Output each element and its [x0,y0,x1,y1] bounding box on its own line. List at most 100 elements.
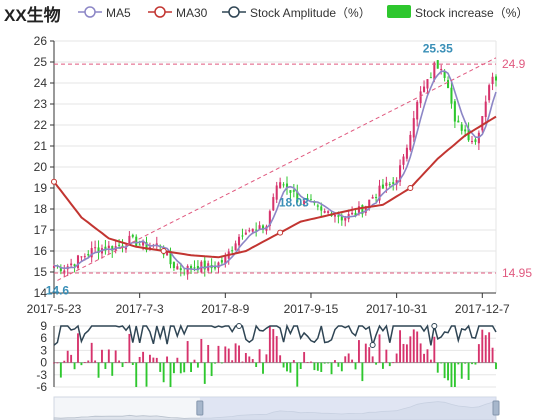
candle-body[interactable] [395,180,398,185]
candle-body[interactable] [399,165,402,182]
candle-body[interactable] [172,262,175,268]
candle-body[interactable] [436,60,439,69]
increase-bar[interactable] [481,329,484,363]
candle-body[interactable] [484,101,487,117]
increase-bar[interactable] [327,362,330,364]
increase-bar[interactable] [279,355,282,363]
increase-bar[interactable] [354,362,357,370]
candle-body[interactable] [124,246,127,250]
increase-bar[interactable] [385,349,388,363]
increase-bar[interactable] [419,343,422,363]
candle-body[interactable] [166,252,169,256]
increase-bar[interactable] [405,344,408,363]
candle-body[interactable] [138,244,141,246]
increase-bar[interactable] [125,361,127,363]
candle-body[interactable] [388,184,391,186]
candle-body[interactable] [309,199,313,201]
increase-bar[interactable] [268,326,271,363]
candle-body[interactable] [255,229,258,231]
increase-bar[interactable] [443,362,446,379]
candle-body[interactable] [179,268,182,271]
increase-bar[interactable] [248,356,251,363]
candle-body[interactable] [470,140,474,142]
legend-item[interactable]: Stock Amplitude（%） [222,6,371,20]
candle-body[interactable] [142,240,145,246]
candle-body[interactable] [381,184,384,189]
increase-bar[interactable] [450,362,453,387]
candle-body[interactable] [405,147,408,159]
increase-bar[interactable] [190,362,192,372]
increase-bar[interactable] [66,350,69,363]
increase-bar[interactable] [176,357,179,363]
increase-bar[interactable] [484,335,487,363]
increase-bar[interactable] [464,362,467,364]
candle-body[interactable] [289,190,292,193]
candle-body[interactable] [320,206,323,211]
candle-body[interactable] [145,242,148,251]
increase-bar[interactable] [423,353,425,363]
increase-bar[interactable] [262,362,264,374]
candle-body[interactable] [186,265,189,275]
increase-bar[interactable] [399,330,402,363]
candle-body[interactable] [231,250,234,252]
increase-bar[interactable] [272,329,275,363]
increase-bar[interactable] [118,360,121,363]
candle-body[interactable] [303,200,306,205]
increase-bar[interactable] [368,347,371,363]
increase-bar[interactable] [159,362,162,372]
candle-body[interactable] [176,266,179,270]
increase-bar[interactable] [131,362,134,365]
increase-bar[interactable] [395,353,398,363]
candle-body[interactable] [131,234,134,237]
candle-body[interactable] [217,262,220,269]
increase-bar[interactable] [453,362,456,387]
increase-bar[interactable] [231,360,234,363]
candle-body[interactable] [333,215,336,217]
increase-bar[interactable] [138,356,141,363]
increase-bar[interactable] [409,336,412,363]
increase-bar[interactable] [392,362,395,364]
candle-body[interactable] [450,87,453,104]
increase-bar[interactable] [316,362,319,371]
increase-bar[interactable] [310,361,312,363]
increase-bar[interactable] [251,359,254,363]
candle-body[interactable] [268,211,271,227]
legend[interactable]: MA5 MA30 Stock Amplitude（%） Stock increase（… [78,5,528,20]
increase-bar[interactable] [80,362,83,366]
increase-bar[interactable] [429,359,432,363]
increase-bar[interactable] [347,353,350,363]
candle-body[interactable] [275,185,278,200]
candle-body[interactable] [385,182,388,187]
increase-bar[interactable] [289,362,292,373]
increase-bar[interactable] [440,362,443,364]
candle-body[interactable] [251,228,254,232]
candle-body[interactable] [196,265,199,271]
candle-body[interactable] [241,235,244,237]
candle-body[interactable] [214,266,217,269]
increase-bar[interactable] [495,362,497,370]
increase-bar[interactable] [101,349,103,363]
increase-bar[interactable] [402,343,405,363]
legend-item[interactable]: MA5 [78,6,131,20]
increase-bar[interactable] [286,362,288,372]
increase-bar[interactable] [244,353,247,363]
candle-body[interactable] [292,190,295,192]
increase-bar[interactable] [214,362,216,364]
increase-bar[interactable] [111,362,114,376]
candle-body[interactable] [474,139,477,142]
increase-bar[interactable] [426,349,429,363]
candle-body[interactable] [285,183,289,189]
increase-bar[interactable] [148,354,151,363]
increase-bar[interactable] [457,362,460,365]
increase-bar[interactable] [275,336,278,363]
candle-body[interactable] [426,79,429,89]
candlestick-series[interactable] [52,60,498,280]
candle-body[interactable] [371,197,374,199]
zoom-selection[interactable] [199,397,497,420]
increase-bar[interactable] [306,361,309,363]
increase-bar[interactable] [258,349,261,363]
candle-body[interactable] [361,205,364,215]
increase-bar[interactable] [292,360,295,363]
increase-bar[interactable] [70,354,73,363]
increase-bar[interactable] [121,362,124,368]
